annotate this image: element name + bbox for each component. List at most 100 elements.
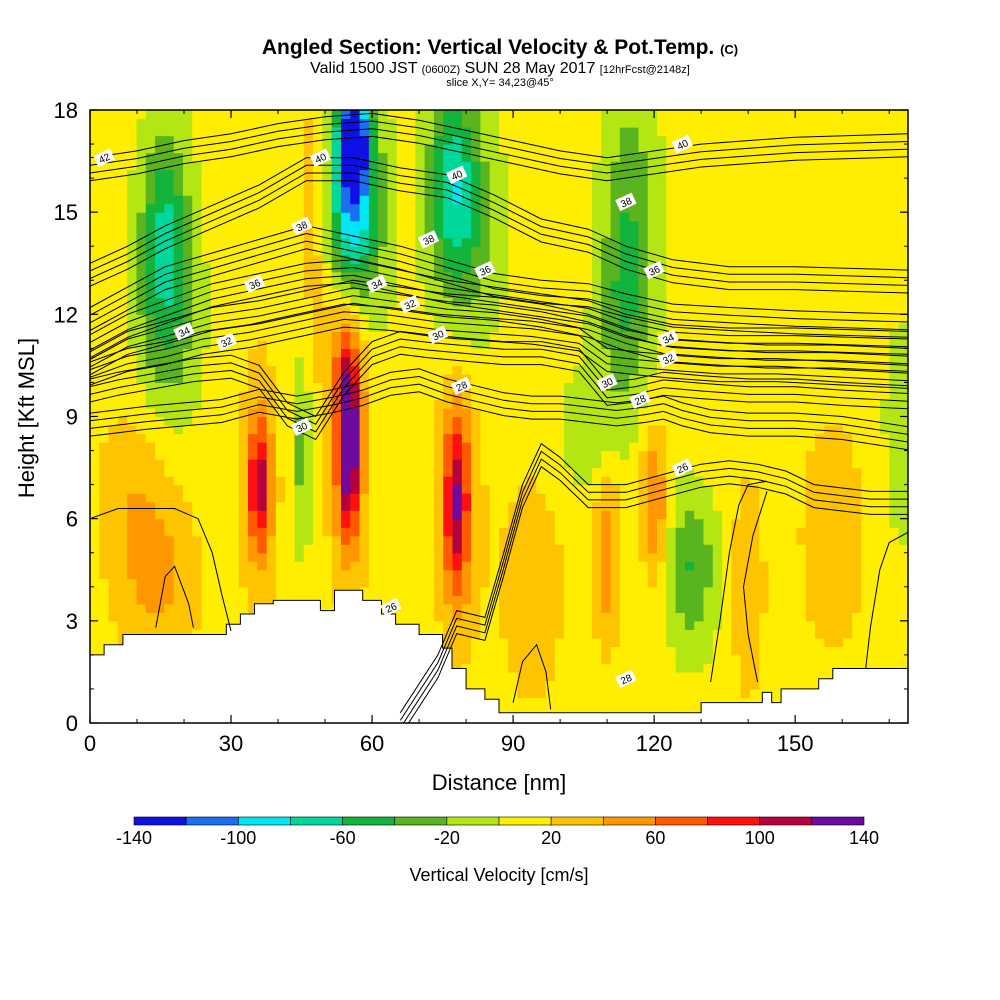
velocity-cell	[619, 518, 630, 528]
velocity-cell	[350, 297, 361, 307]
velocity-cell	[499, 654, 509, 664]
velocity-cell	[731, 629, 742, 639]
velocity-cell	[173, 203, 184, 213]
velocity-cell	[220, 569, 231, 579]
velocity-cell	[629, 331, 640, 341]
velocity-cell	[722, 442, 732, 452]
velocity-cell	[499, 229, 509, 239]
velocity-cell	[722, 484, 732, 494]
velocity-cell	[359, 339, 370, 349]
velocity-cell	[591, 620, 602, 630]
velocity-cell	[164, 569, 175, 579]
velocity-cell	[712, 654, 723, 664]
velocity-cell	[285, 373, 296, 384]
velocity-cell	[610, 314, 621, 324]
velocity-cell	[433, 271, 444, 281]
velocity-cell	[452, 561, 463, 571]
velocity-cell	[471, 288, 482, 298]
velocity-cell	[294, 348, 305, 358]
velocity-cell	[536, 663, 547, 673]
velocity-cell	[99, 552, 110, 562]
velocity-cell	[684, 425, 695, 435]
velocity-cell	[285, 246, 296, 256]
velocity-cell	[145, 237, 156, 247]
velocity-cell	[182, 561, 193, 571]
velocity-cell	[229, 442, 240, 452]
velocity-cell	[303, 314, 314, 324]
velocity-cell	[173, 484, 184, 494]
velocity-cell	[582, 680, 593, 690]
velocity-cell	[340, 407, 351, 418]
velocity-cell	[266, 569, 277, 579]
chart-subtitle: Valid 1500 JST (0600Z) SUN 28 May 2017 […	[310, 60, 690, 77]
velocity-cell	[536, 493, 547, 503]
velocity-cell	[396, 118, 407, 128]
velocity-cell	[127, 586, 138, 596]
velocity-cell	[396, 493, 407, 503]
velocity-cell	[647, 127, 658, 137]
velocity-cell	[108, 450, 119, 460]
velocity-cell	[526, 416, 537, 426]
velocity-cell	[545, 493, 556, 503]
velocity-cell	[564, 314, 574, 324]
velocity-cell	[601, 450, 612, 460]
velocity-cell	[406, 135, 416, 145]
velocity-cell	[424, 535, 435, 545]
velocity-cell	[182, 305, 193, 315]
velocity-cell	[294, 467, 305, 477]
velocity-cell	[378, 433, 389, 443]
velocity-cell	[573, 280, 584, 290]
velocity-cell	[313, 297, 323, 307]
velocity-cell	[452, 654, 463, 664]
velocity-cell	[433, 373, 444, 384]
velocity-cell	[610, 161, 621, 171]
velocity-cell	[517, 144, 528, 154]
velocity-cell	[703, 212, 714, 222]
velocity-cell	[619, 425, 630, 435]
velocity-cell	[155, 476, 165, 486]
velocity-cell	[443, 612, 454, 622]
velocity-cell	[378, 501, 389, 511]
velocity-cell	[489, 433, 500, 443]
velocity-cell	[313, 254, 323, 264]
velocity-cell	[536, 110, 547, 120]
velocity-cell	[443, 305, 454, 315]
velocity-cell	[582, 399, 593, 409]
velocity-cell	[722, 603, 732, 613]
velocity-cell	[238, 229, 249, 239]
velocity-cell	[368, 186, 379, 196]
velocity-cell	[117, 127, 128, 137]
velocity-cell	[406, 612, 416, 622]
velocity-cell	[136, 493, 147, 503]
velocity-cell	[155, 484, 165, 494]
velocity-cell	[638, 493, 649, 503]
velocity-cell	[145, 629, 156, 639]
velocity-cell	[368, 527, 379, 537]
velocity-cell	[340, 527, 351, 537]
velocity-cell	[629, 501, 640, 511]
velocity-cell	[145, 442, 156, 452]
velocity-cell	[275, 390, 286, 401]
velocity-cell	[378, 135, 389, 145]
velocity-cell	[155, 110, 165, 120]
velocity-cell	[387, 433, 398, 443]
velocity-cell	[629, 220, 640, 230]
velocity-cell	[554, 663, 565, 673]
velocity-cell	[461, 390, 472, 401]
velocity-cell	[229, 407, 240, 418]
velocity-cell	[694, 246, 705, 256]
velocity-cell	[220, 493, 231, 503]
velocity-cell	[406, 578, 416, 588]
velocity-cell	[554, 118, 565, 128]
velocity-cell	[694, 280, 705, 290]
velocity-cell	[712, 399, 723, 409]
velocity-cell	[238, 220, 249, 230]
velocity-cell	[201, 110, 212, 120]
velocity-cell	[313, 433, 323, 443]
velocity-cell	[666, 271, 677, 281]
velocity-cell	[573, 195, 584, 205]
velocity-cell	[173, 561, 184, 571]
velocity-cell	[322, 501, 333, 511]
velocity-cell	[610, 220, 621, 230]
velocity-cell	[564, 603, 574, 613]
